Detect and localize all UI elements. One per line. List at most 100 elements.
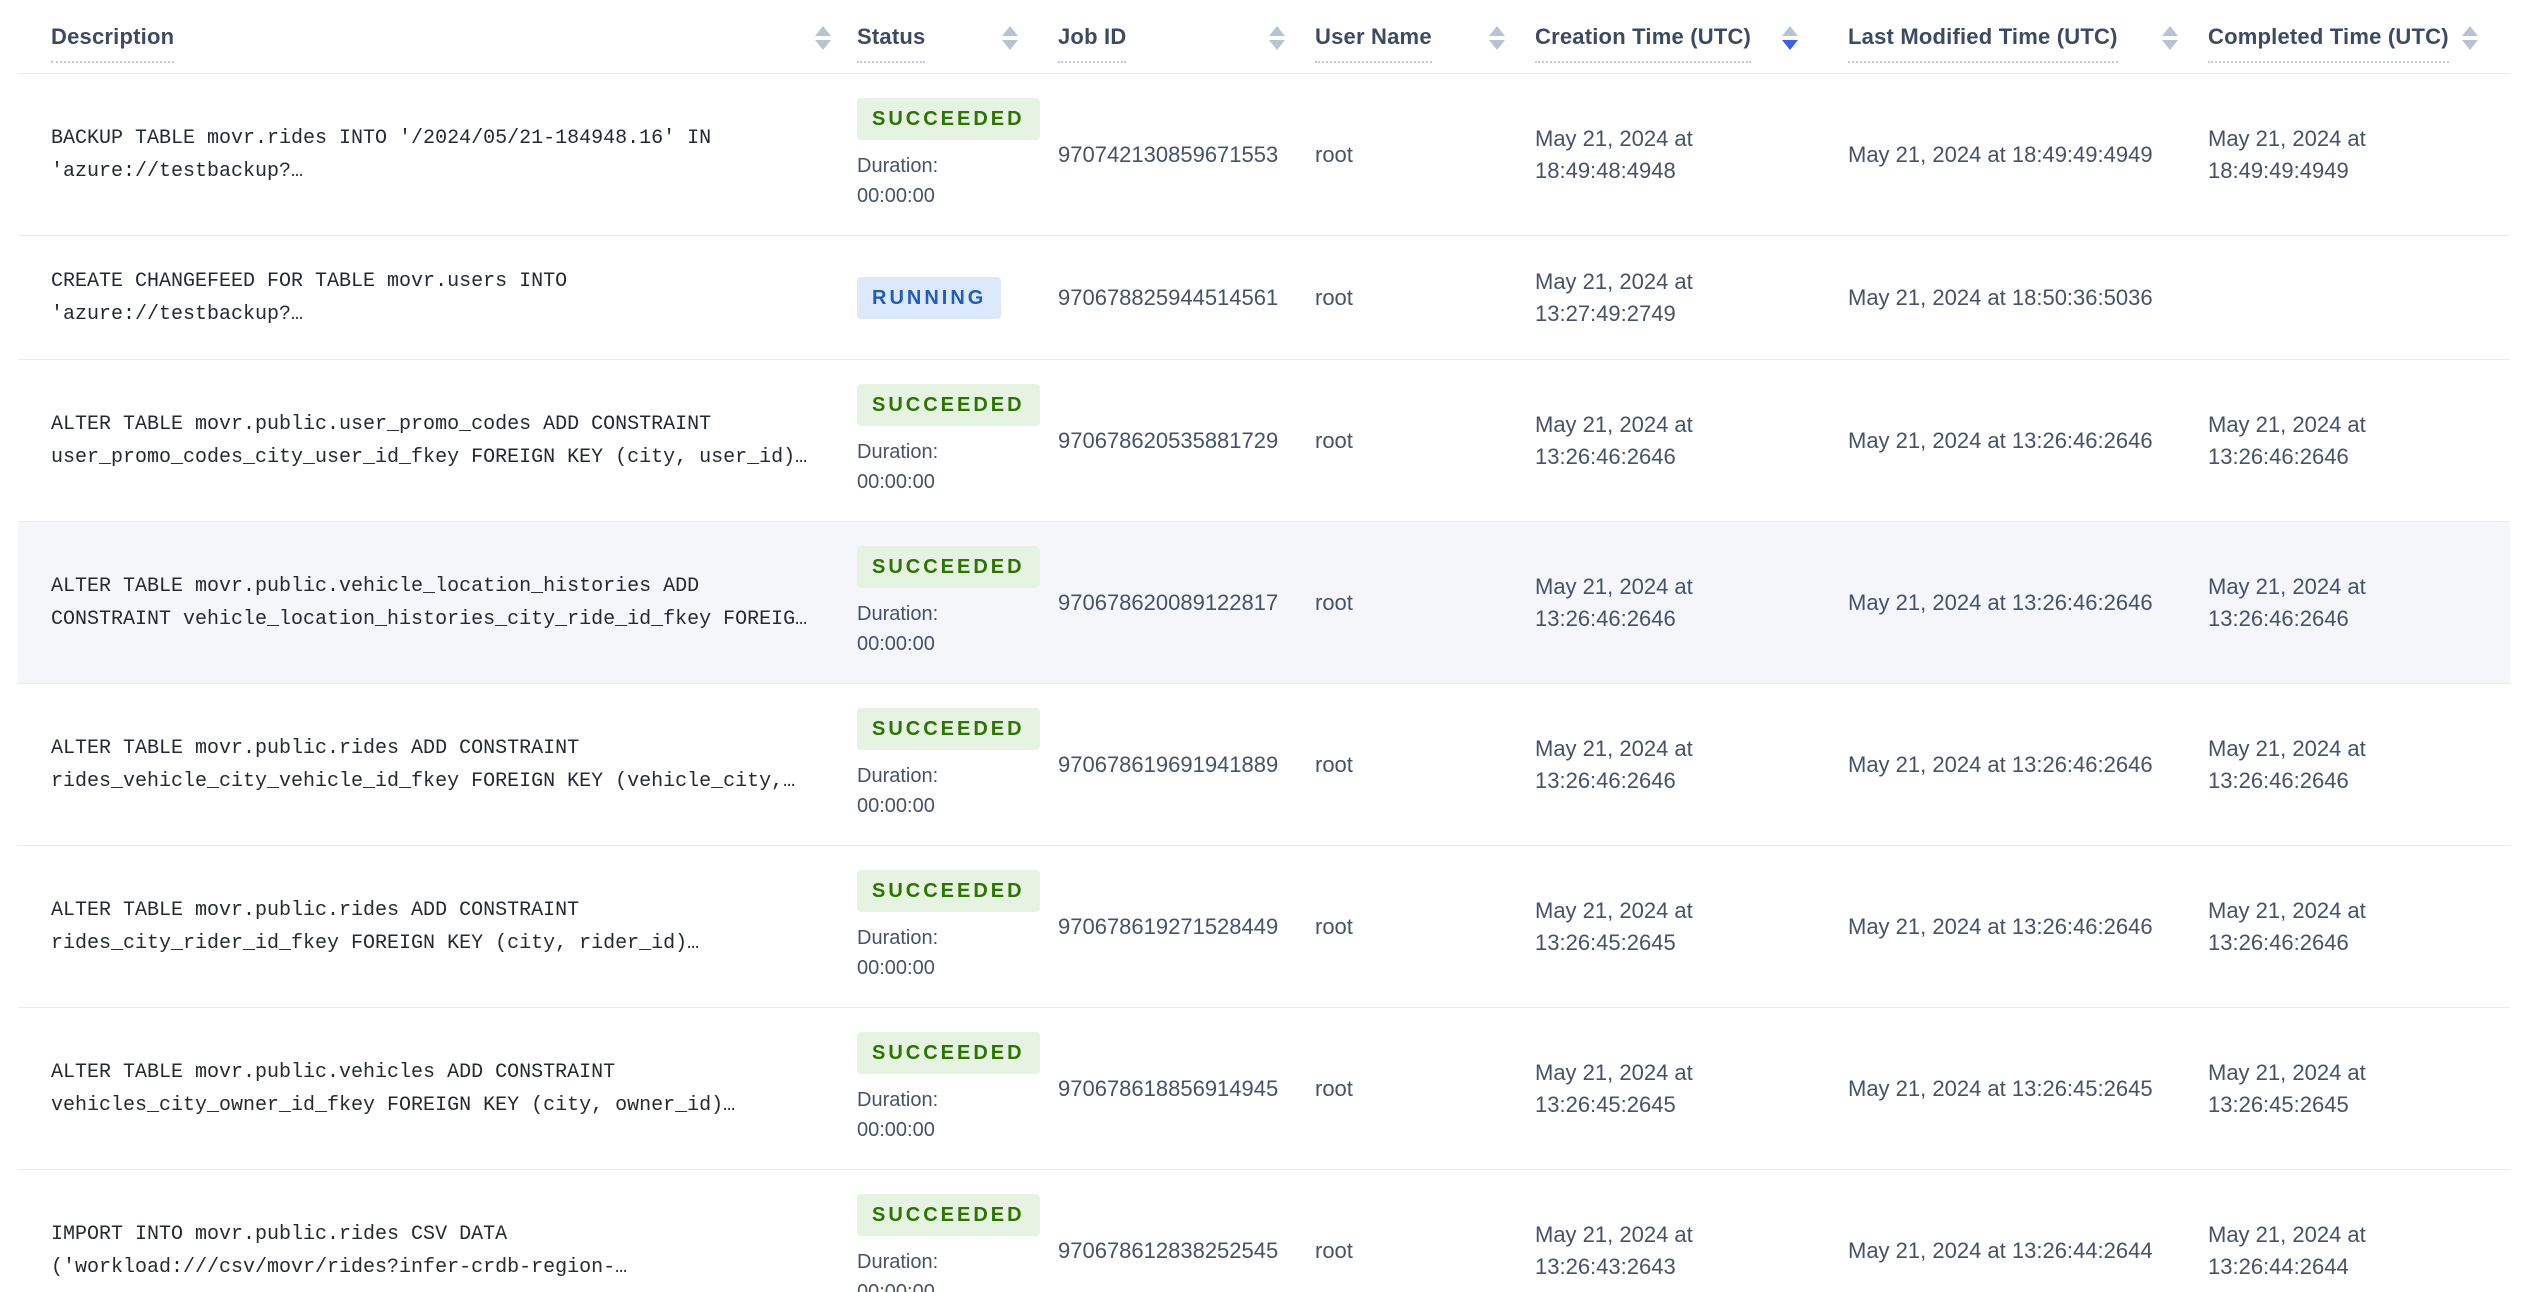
completed-time-cell: May 21, 2024 at 13:26:46:2646 (2208, 735, 2366, 793)
status-badge: SUCCEEDED (857, 1194, 1040, 1236)
status-cell: SUCCEEDED Duration: 00:00:00 (857, 546, 1058, 659)
table-row[interactable]: ALTER TABLE movr.public.vehicle_location… (18, 522, 2510, 684)
job-id-cell: 970678825944514561 (1058, 284, 1279, 310)
duration-value: 00:00:00 (857, 795, 935, 817)
table-row[interactable]: ALTER TABLE movr.public.user_promo_codes… (18, 360, 2510, 522)
status-badge: SUCCEEDED (857, 708, 1040, 750)
status-badge: SUCCEEDED (857, 546, 1040, 588)
duration-label: Duration: (857, 155, 939, 177)
duration-label: Duration: (857, 927, 939, 949)
column-header-modified[interactable]: Last Modified Time (UTC) (1848, 24, 2208, 63)
completed-time-cell: May 21, 2024 at 13:26:45:2645 (2208, 1059, 2366, 1117)
table-row[interactable]: ALTER TABLE movr.public.rides ADD CONSTR… (18, 846, 2510, 1008)
table-row[interactable]: IMPORT INTO movr.public.rides CSV DATA (… (18, 1170, 2510, 1292)
sort-desc-icon (1782, 40, 1798, 50)
sort-asc-icon (2162, 26, 2178, 36)
table-row[interactable]: ALTER TABLE movr.public.rides ADD CONSTR… (18, 684, 2510, 846)
duration: Duration: 00:00:00 (857, 1247, 1058, 1292)
job-id-cell: 970678619691941889 (1058, 751, 1279, 777)
duration-label: Duration: (857, 1089, 939, 1111)
job-id-cell: 970742130859671553 (1058, 141, 1279, 167)
user-name-cell: root (1315, 427, 1353, 453)
completed-time-cell: May 21, 2024 at 13:26:46:2646 (2208, 573, 2366, 631)
user-name-cell: root (1315, 141, 1353, 167)
status-badge: SUCCEEDED (857, 870, 1040, 912)
column-header-label: Job ID (1058, 24, 1127, 63)
duration-label: Duration: (857, 765, 939, 787)
job-description: ALTER TABLE movr.public.vehicles ADD CON… (51, 1060, 736, 1117)
creation-time-cell: May 21, 2024 at 13:26:45:2645 (1535, 897, 1693, 955)
column-header-label: User Name (1315, 24, 1432, 63)
sort-desc-icon (815, 40, 831, 50)
column-header-status[interactable]: Status (857, 24, 1058, 63)
duration-value: 00:00:00 (857, 633, 935, 655)
job-id-cell: 970678612838252545 (1058, 1237, 1279, 1263)
description-cell: ALTER TABLE movr.public.rides ADD CONSTR… (51, 732, 857, 798)
sort-asc-icon (1489, 26, 1505, 36)
duration-value: 00:00:00 (857, 1119, 935, 1141)
user-name-cell: root (1315, 913, 1353, 939)
duration-value: 00:00:00 (857, 957, 935, 979)
column-header-label: Description (51, 24, 175, 63)
duration: Duration: 00:00:00 (857, 151, 1058, 211)
last-modified-time-cell: May 21, 2024 at 18:49:49:4949 (1848, 141, 2153, 167)
sort-icons (1489, 26, 1505, 50)
column-header-jobid[interactable]: Job ID (1058, 24, 1315, 63)
user-name-cell: root (1315, 1237, 1353, 1263)
sort-asc-icon (2462, 26, 2478, 36)
sort-asc-icon (815, 26, 831, 36)
table-row[interactable]: ALTER TABLE movr.public.vehicles ADD CON… (18, 1008, 2510, 1170)
table-row[interactable]: CREATE CHANGEFEED FOR TABLE movr.users I… (18, 236, 2510, 360)
sort-desc-icon (1269, 40, 1285, 50)
last-modified-time-cell: May 21, 2024 at 13:26:46:2646 (1848, 589, 2153, 615)
status-badge: RUNNING (857, 276, 1002, 319)
sort-desc-icon (2162, 40, 2178, 50)
duration-value: 00:00:00 (857, 185, 935, 207)
sort-desc-icon (1002, 40, 1018, 50)
job-description: ALTER TABLE movr.public.vehicle_location… (51, 574, 808, 631)
completed-time-cell: May 21, 2024 at 13:26:44:2644 (2208, 1221, 2366, 1279)
duration-label: Duration: (857, 1251, 939, 1273)
description-cell: ALTER TABLE movr.public.user_promo_codes… (51, 408, 857, 474)
last-modified-time-cell: May 21, 2024 at 18:50:36:5036 (1848, 284, 2153, 310)
status-cell: SUCCEEDED Duration: 00:00:00 (857, 1032, 1058, 1145)
job-description: ALTER TABLE movr.public.rides ADD CONSTR… (51, 898, 700, 955)
column-header-description[interactable]: Description (51, 24, 857, 63)
sort-asc-icon (1002, 26, 1018, 36)
user-name-cell: root (1315, 751, 1353, 777)
job-id-cell: 970678618856914945 (1058, 1075, 1279, 1101)
status-cell: SUCCEEDED Duration: 00:00:00 (857, 98, 1058, 211)
status-badge: SUCCEEDED (857, 98, 1040, 140)
job-description: ALTER TABLE movr.public.rides ADD CONSTR… (51, 736, 796, 793)
duration: Duration: 00:00:00 (857, 437, 1058, 497)
duration-value: 00:00:00 (857, 1281, 935, 1292)
description-cell: CREATE CHANGEFEED FOR TABLE movr.users I… (51, 265, 857, 331)
status-cell: SUCCEEDED Duration: 00:00:00 (857, 708, 1058, 821)
status-cell: SUCCEEDED Duration: 00:00:00 (857, 1194, 1058, 1292)
last-modified-time-cell: May 21, 2024 at 13:26:46:2646 (1848, 751, 2153, 777)
table-body: BACKUP TABLE movr.rides INTO '/2024/05/2… (18, 74, 2510, 1292)
status-cell: SUCCEEDED Duration: 00:00:00 (857, 384, 1058, 497)
last-modified-time-cell: May 21, 2024 at 13:26:44:2644 (1848, 1237, 2153, 1263)
sort-icons (1002, 26, 1018, 50)
user-name-cell: root (1315, 1075, 1353, 1101)
job-description: BACKUP TABLE movr.rides INTO '/2024/05/2… (51, 126, 712, 183)
sort-icons (1269, 26, 1285, 50)
column-header-creation[interactable]: Creation Time (UTC) (1535, 24, 1848, 63)
completed-time-cell: May 21, 2024 at 18:49:49:4949 (2208, 125, 2366, 183)
creation-time-cell: May 21, 2024 at 13:27:49:2749 (1535, 268, 1693, 326)
job-id-cell: 970678619271528449 (1058, 913, 1279, 939)
creation-time-cell: May 21, 2024 at 13:26:46:2646 (1535, 411, 1693, 469)
description-cell: ALTER TABLE movr.public.vehicles ADD CON… (51, 1056, 857, 1122)
column-header-label: Status (857, 24, 926, 63)
job-id-cell: 970678620089122817 (1058, 589, 1279, 615)
duration-label: Duration: (857, 603, 939, 625)
column-header-user[interactable]: User Name (1315, 24, 1535, 63)
last-modified-time-cell: May 21, 2024 at 13:26:46:2646 (1848, 427, 2153, 453)
table-header: Description Status Job ID User Name Crea… (18, 0, 2510, 74)
column-header-completed[interactable]: Completed Time (UTC) (2208, 24, 2508, 63)
sort-icons (1782, 26, 1798, 50)
job-description: CREATE CHANGEFEED FOR TABLE movr.users I… (51, 269, 568, 326)
completed-time-cell: May 21, 2024 at 13:26:46:2646 (2208, 411, 2366, 469)
table-row[interactable]: BACKUP TABLE movr.rides INTO '/2024/05/2… (18, 74, 2510, 236)
